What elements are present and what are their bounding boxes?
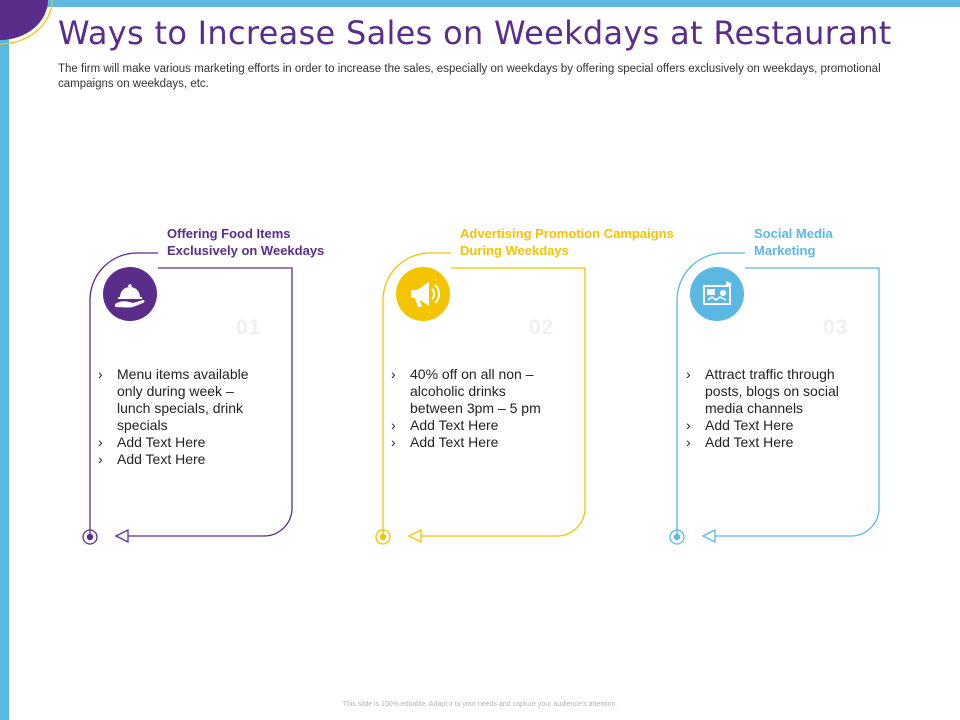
corner-decoration: [0, 0, 53, 45]
list-item: Add Text Here: [391, 434, 556, 451]
card-2-bullets: 40% off on all non – alcoholic drinks be…: [391, 366, 556, 451]
page-subtitle: The firm will make various marketing eff…: [58, 63, 881, 90]
cloche-hand-icon: [103, 267, 157, 321]
list-item: Menu items available only during week – …: [98, 366, 263, 434]
list-item: Add Text Here: [391, 417, 556, 434]
list-item: Add Text Here: [98, 451, 263, 468]
list-item: 40% off on all non – alcoholic drinks be…: [391, 366, 556, 417]
card-1-bullets: Menu items available only during week – …: [98, 366, 263, 468]
footer-note: This slide is 100% editable. Adapt it to…: [342, 701, 618, 708]
social-media-icon: [690, 267, 744, 321]
top-accent-bar: [0, 0, 960, 7]
card-2-outline: [375, 252, 586, 545]
card-1-outline: [82, 252, 293, 545]
list-item: Add Text Here: [98, 434, 263, 451]
card-1-heading: Offering Food Items Exclusively on Weekda…: [167, 226, 325, 258]
megaphone-icon: [396, 267, 450, 321]
list-item: Attract traffic through posts, blogs on …: [686, 366, 851, 417]
card-3-heading: Social Media Marketing: [754, 226, 833, 258]
card-1-number: 01: [236, 316, 262, 339]
list-item: Add Text Here: [686, 434, 851, 451]
left-accent-bar: [0, 0, 9, 720]
card-3-number: 03: [823, 316, 849, 339]
card-3-outline: [669, 252, 880, 545]
card-2-number: 02: [529, 316, 555, 339]
card-3-bullets: Attract traffic through posts, blogs on …: [686, 366, 851, 451]
page-title: Ways to Increase Sales on Weekdays at Re…: [58, 14, 892, 52]
list-item: Add Text Here: [686, 417, 851, 434]
card-2-heading: Advertising Promotion Campaigns During We…: [460, 226, 674, 258]
